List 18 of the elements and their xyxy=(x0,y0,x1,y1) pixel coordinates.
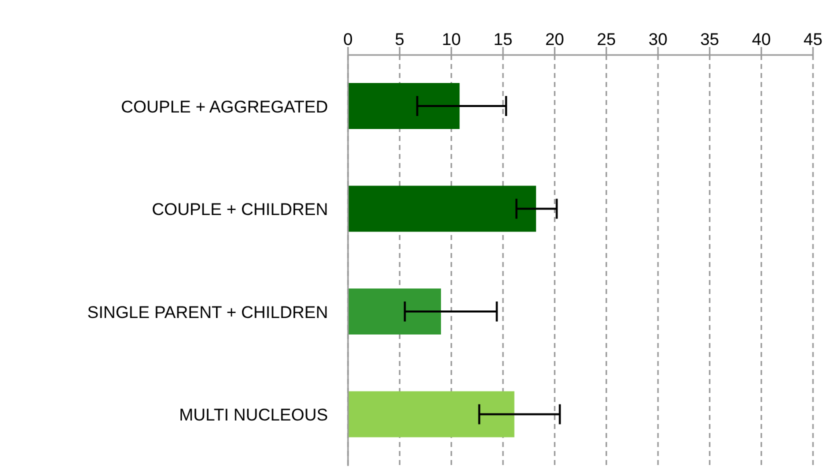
x-tick-label: 10 xyxy=(442,30,461,49)
x-tick-label: 15 xyxy=(494,30,512,49)
y-tick-label: COUPLE + CHILDREN xyxy=(152,200,328,220)
x-tick-label: 25 xyxy=(596,30,616,49)
x-tick-label: 0 xyxy=(343,30,353,49)
y-tick-label: SINGLE PARENT + CHILDREN xyxy=(87,302,328,322)
x-tick-label: 30 xyxy=(648,30,668,49)
bar xyxy=(348,83,460,129)
x-tick-label: 20 xyxy=(545,30,564,49)
x-tick-label: 35 xyxy=(700,30,720,49)
bar xyxy=(348,186,536,232)
x-tick-label: 40 xyxy=(752,30,771,49)
x-tick-label: 45 xyxy=(804,30,822,49)
x-tick-label: 5 xyxy=(394,30,404,49)
bar xyxy=(348,288,441,334)
y-tick-label: COUPLE + AGGREGATED xyxy=(120,97,328,116)
y-tick-label: MULTI NUCLEOUS xyxy=(179,406,328,425)
bar xyxy=(348,391,514,438)
